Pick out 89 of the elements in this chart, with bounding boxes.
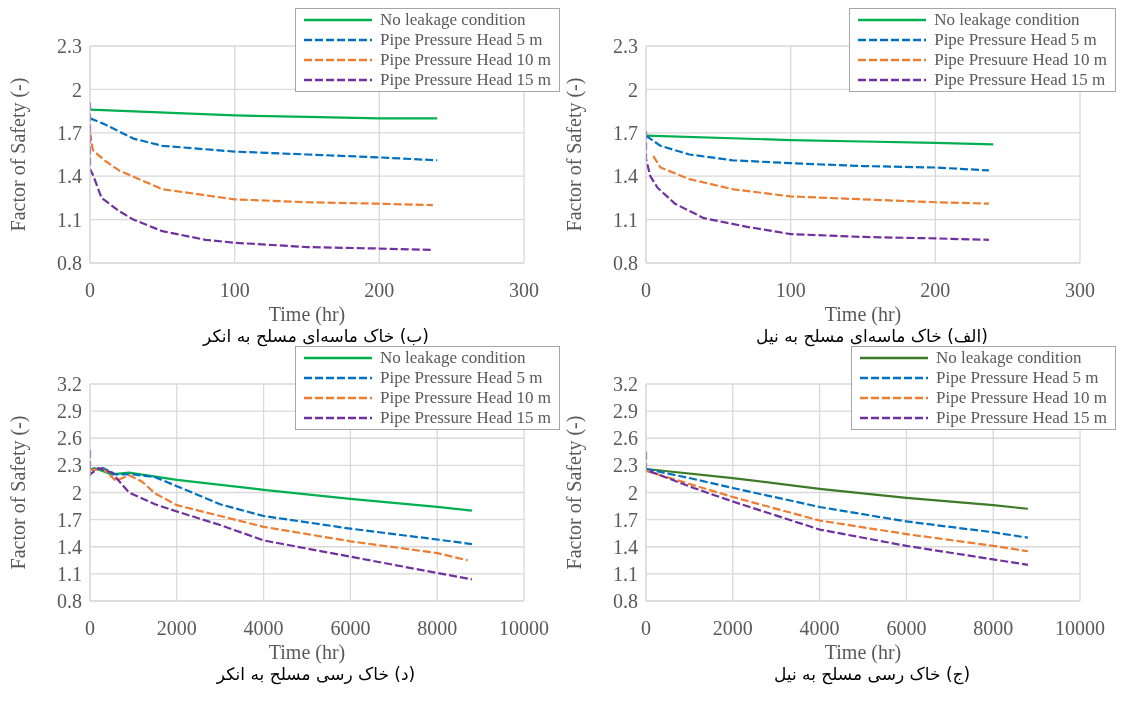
legend-label: No leakage condition [936, 348, 1082, 368]
legend-label: Pipe Pressure Head 15 m [380, 408, 551, 428]
text: (ج) خاک رسی مسلح به نیل [772, 664, 972, 684]
x-axis-title: Time (hr) [824, 303, 902, 326]
y-tick-label: 1.4 [57, 165, 82, 188]
x-tick-label: 2000 [712, 617, 753, 640]
x-axis-title: Time (hr) [268, 641, 346, 664]
x-tick-label: 100 [775, 279, 806, 302]
legend-label: Pipe Presuure Head 10 m [934, 50, 1107, 70]
legend-label: Pipe Pressure Head 5 m [380, 30, 543, 50]
y-tick-label: 2.9 [613, 400, 638, 423]
x-tick-label: 0 [641, 617, 651, 640]
y-tick-label: 1.4 [613, 165, 638, 188]
y-tick-label: 2 [628, 481, 638, 504]
line-series [90, 466, 474, 546]
y-tick-label: 0.8 [57, 590, 82, 613]
y-tick-label: 2 [628, 78, 638, 101]
legend-label: Pipe Pressure Head 15 m [936, 408, 1107, 428]
legend-label: Pipe Pressure Head 10 m [936, 388, 1107, 408]
y-tick-label: 2.3 [57, 454, 82, 477]
y-tick-label: 2.3 [613, 35, 638, 58]
legend-label: Pipe Pressure Head 10 m [380, 388, 551, 408]
y-tick-label: 1.7 [57, 508, 82, 531]
line-series [652, 154, 990, 205]
x-tick-label: 100 [219, 279, 250, 302]
text: (د) خاک رسی مسلح به انکر [215, 664, 417, 684]
y-tick-label: 2.6 [613, 427, 638, 450]
y-tick-label: 2 [72, 78, 82, 101]
line-series [90, 466, 474, 512]
x-tick-label: 8000 [417, 617, 458, 640]
legend-label: Pipe Pressure Head 15 m [934, 70, 1106, 90]
x-tick-label: 4000 [243, 617, 284, 640]
y-tick-label: 1.1 [57, 562, 82, 585]
x-tick-label: 4000 [799, 617, 840, 640]
x-tick-label: 300 [1065, 279, 1095, 302]
line-series [646, 134, 990, 172]
y-tick-label: 1.1 [613, 208, 638, 231]
y-axis-title: Factor of Safety (-) [7, 77, 31, 232]
line-series [90, 108, 439, 120]
x-axis-title: Time (hr) [268, 303, 346, 326]
x-tick-label: 6000 [330, 617, 371, 640]
y-axis-title: Factor of Safety (-) [563, 77, 587, 232]
line-series [646, 469, 1030, 553]
y-tick-label: 1.7 [613, 508, 638, 531]
y-tick-label: 1.7 [613, 121, 638, 144]
x-tick-label: 8000 [973, 617, 1014, 640]
x-tick-label: 10000 [1055, 617, 1105, 640]
x-tick-label: 0 [85, 617, 95, 640]
y-tick-label: 1.1 [57, 208, 82, 231]
y-tick-label: 2.3 [57, 35, 82, 58]
legend-label: Pipe Pressure Head 5 m [380, 368, 543, 388]
line-series [646, 134, 995, 146]
y-tick-label: 1.7 [57, 121, 82, 144]
y-tick-label: 0.8 [613, 590, 638, 613]
line-series [90, 467, 469, 562]
legend-label: Pipe Pressure Head 15 m [380, 70, 551, 90]
y-axis-title: Factor of Safety (-) [7, 415, 31, 570]
text: (ب) خاک ماسه‌ای مسلح به انکر [201, 326, 430, 346]
x-tick-label: 200 [364, 279, 395, 302]
legend-label: Pipe Pressure Head 5 m [936, 368, 1099, 388]
y-tick-label: 1.4 [57, 535, 82, 558]
y-tick-label: 2.3 [613, 454, 638, 477]
text: (الف) خاک ماسه‌ای مسلح به نیل [755, 326, 989, 346]
legend-label: No leakage condition [380, 348, 526, 368]
x-tick-label: 0 [641, 279, 651, 302]
line-series [90, 117, 439, 162]
legend-label: No leakage condition [934, 10, 1080, 30]
x-tick-label: 6000 [886, 617, 927, 640]
y-tick-label: 2.6 [57, 427, 82, 450]
x-tick-label: 0 [85, 279, 95, 302]
line-series [646, 467, 1030, 539]
y-tick-label: 2.9 [57, 400, 82, 423]
legend-label: Pipe Pressure Head 5 m [934, 30, 1097, 50]
legend-label: Pipe Pressure Head 10 m [380, 50, 551, 70]
x-tick-label: 2000 [156, 617, 197, 640]
y-tick-label: 1.1 [613, 562, 638, 585]
x-tick-label: 300 [509, 279, 539, 302]
y-tick-label: 3.2 [613, 373, 638, 396]
y-tick-label: 0.8 [57, 252, 82, 275]
legend-label: No leakage condition [380, 10, 526, 30]
y-tick-label: 1.4 [613, 535, 638, 558]
line-series [646, 467, 1030, 510]
x-tick-label: 200 [920, 279, 951, 302]
y-tick-label: 2 [72, 481, 82, 504]
y-axis-title: Factor of Safety (-) [563, 415, 587, 570]
y-tick-label: 0.8 [613, 252, 638, 275]
x-tick-label: 10000 [499, 617, 549, 640]
y-tick-label: 3.2 [57, 373, 82, 396]
x-axis-title: Time (hr) [824, 641, 902, 664]
